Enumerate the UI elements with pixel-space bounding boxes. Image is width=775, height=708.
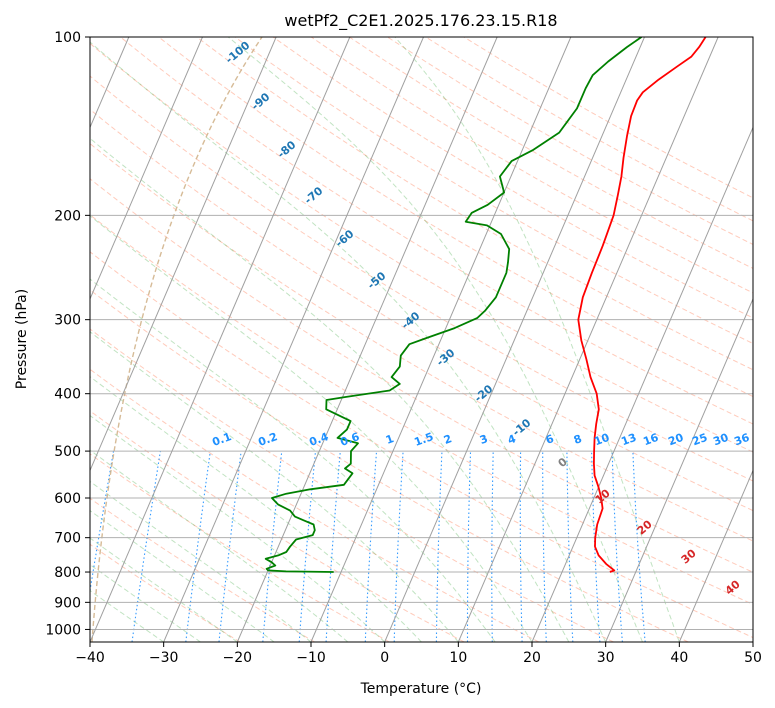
mixing-ratio-line: [218, 451, 242, 642]
pressure-grid: [90, 37, 753, 630]
dry-adiabat-line: [90, 368, 540, 642]
mixing-ratio-line: [185, 451, 211, 642]
mixing-ratio-label: 2: [442, 432, 454, 447]
mixing-ratio-label: 13: [619, 431, 638, 448]
isotherm-line: [457, 37, 719, 642]
isotherm-line: [90, 37, 203, 301]
moist-adiabat-line: [90, 375, 422, 642]
mixing-ratio-label: 20: [666, 431, 685, 449]
isotherm-line: [384, 37, 645, 642]
y-tick-label: 200: [54, 208, 81, 224]
x-tick-label: −40: [75, 650, 105, 666]
mixing-ratio-label: 1.5: [412, 430, 435, 449]
dry-adiabat-line: [90, 453, 390, 642]
moist-adiabat-line: [90, 589, 164, 642]
moist-adiabat-line: [90, 537, 238, 642]
dry-adiabat-line: [234, 37, 753, 345]
mixing-ratio-label: 0.6: [338, 430, 361, 449]
isotherm-line: [531, 126, 753, 642]
x-axis-label: Temperature (°C): [360, 681, 482, 697]
mixing-ratio-label: 1: [384, 432, 396, 447]
x-tick-label: 0: [380, 650, 389, 666]
plot-frame: [89, 36, 754, 643]
mixing-ratio-line: [262, 451, 283, 642]
mixing-ratio-label: 36: [732, 431, 751, 449]
y-axis: 100 200 300 400 500 600 700 800 900 1000: [45, 30, 90, 638]
moist-adiabat-line: [90, 278, 496, 642]
mixing-ratio-label: 16: [641, 431, 660, 449]
reference-curve: [91, 37, 263, 642]
temperature-profile: [577, 37, 707, 573]
dry-adiabat-line: [90, 143, 753, 542]
isotherm-line: [236, 37, 498, 642]
x-axis: −40 −30 −20 −10 0 10 20 30 40 50: [75, 642, 762, 666]
y-tick-label: 300: [54, 313, 81, 329]
dry-adiabat-line: [158, 37, 753, 398]
profile-series: [264, 37, 707, 573]
isotherm-line: [605, 297, 753, 642]
x-tick-label: 30: [597, 650, 615, 666]
y-tick-label: 400: [54, 387, 81, 403]
y-tick-label: 900: [54, 595, 81, 611]
isotherm-line: [90, 37, 351, 642]
isotherm-lines: [90, 37, 753, 642]
dry-adiabat-line: [90, 75, 753, 482]
dry-adiabat-line: [90, 289, 689, 642]
y-tick-label: 100: [54, 30, 81, 46]
x-tick-label: −30: [149, 650, 179, 666]
dry-adiabat-line: [90, 108, 753, 512]
y-tick-label: 600: [54, 491, 81, 507]
y-tick-label: 1000: [45, 622, 81, 638]
mixing-ratio-label: 25: [690, 431, 709, 448]
y-tick-label: 500: [54, 444, 81, 460]
dry-adiabat-line: [90, 497, 315, 642]
dewpoint-profile: [264, 37, 643, 573]
isotherm-line: [310, 37, 572, 642]
y-tick-label: 700: [54, 531, 81, 547]
isotherm-line: [90, 37, 277, 472]
mixing-ratio-label: 10: [592, 431, 611, 449]
moist-adiabat-line: [394, 37, 680, 642]
isotherm-line: [678, 469, 753, 642]
mixing-ratio-label: 30: [711, 431, 730, 449]
moist-adiabat-line: [90, 331, 459, 642]
x-tick-label: 50: [744, 650, 762, 666]
moist-adiabat-line: [90, 564, 201, 642]
mixing-ratio-label: 8: [572, 432, 584, 447]
x-tick-label: 40: [670, 650, 688, 666]
background-lines: [90, 37, 753, 642]
dry-adiabat-line: [90, 214, 753, 606]
y-axis-label: Pressure (hPa): [14, 289, 30, 389]
moist-adiabat-line: [90, 215, 533, 642]
isotherm-line: [163, 37, 424, 642]
mixing-ratio-label: 0.2: [256, 430, 279, 449]
y-tick-label: 800: [54, 565, 81, 581]
x-tick-label: 20: [523, 650, 541, 666]
mixing-ratio-label: 3: [478, 432, 490, 447]
dry-adiabat-line: [196, 37, 753, 371]
moist-adiabat-line: [90, 137, 570, 642]
mixing-ratio-label: 4: [506, 432, 518, 447]
mixing-ratio-line: [298, 451, 317, 642]
x-tick-label: −20: [223, 650, 253, 666]
mixing-ratio-label: 0.4: [307, 430, 330, 449]
mixing-ratio-label: 6: [544, 432, 556, 447]
moist-adiabat-line: [227, 37, 643, 642]
mixing-ratio-label: 0.1: [210, 430, 233, 449]
moist-adiabat-line: [90, 449, 349, 642]
moist-adiabat-line: [90, 414, 386, 642]
dry-adiabat-line: [90, 178, 753, 573]
x-tick-label: 10: [449, 650, 467, 666]
chart-title: wetPf2_C2E1.2025.176.23.15.R18: [284, 11, 557, 31]
dry-adiabat-line: [90, 410, 465, 642]
x-tick-label: −10: [296, 650, 326, 666]
